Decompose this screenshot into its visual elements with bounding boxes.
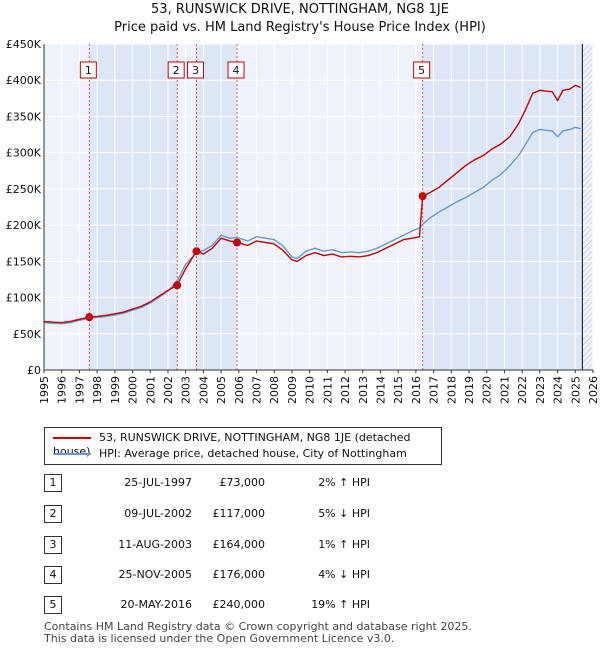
transaction-hpi: 2% ↑ HPI: [318, 476, 370, 489]
x-tick-label: 2006: [233, 376, 246, 404]
transaction-number: 3: [44, 536, 62, 554]
sale-label-box: [79, 61, 97, 79]
x-tick-label: 2014: [374, 376, 387, 404]
x-tick-label: 2015: [392, 376, 405, 404]
sale-point: [173, 281, 182, 290]
sale-point: [85, 313, 94, 322]
transaction-row: 2 09-JUL-2002 £117,000 5% ↓ HPI: [0, 505, 600, 525]
legend-label-hpi: HPI: Average price, detached house, City…: [99, 447, 407, 460]
x-tick-label: 2004: [197, 376, 210, 404]
transaction-number: 4: [44, 566, 62, 584]
x-tick-label: 1997: [73, 376, 86, 404]
legend-swatch-property: [53, 437, 91, 439]
x-tick-label: 2008: [268, 376, 281, 404]
x-tick-label: 2022: [516, 376, 529, 404]
y-tick-label: £50K: [13, 328, 42, 341]
price-chart: 1 2 3 4 5£0£50K£100K£150K£200K£250K£300K£350…: [6, 38, 600, 404]
chart-subtitle: Price paid vs. HM Land Registry's House …: [114, 20, 486, 35]
x-tick-label: 2013: [357, 376, 370, 404]
forecast-hatch: [582, 44, 593, 370]
y-tick-label: £400K: [6, 74, 42, 87]
transaction-price: £176,000: [212, 568, 266, 581]
transaction-hpi: 5% ↓ HPI: [318, 507, 370, 520]
transaction-row: 4 25-NOV-2005 £176,000 4% ↓ HPI: [0, 566, 600, 586]
transaction-date: 11-AUG-2003: [118, 538, 192, 551]
sale-label-box: [186, 61, 204, 79]
legend-item-property: 53, RUNSWICK DRIVE, NOTTINGHAM, NG8 1JE …: [53, 431, 441, 458]
sale-label: 4: [233, 64, 240, 77]
sale-period-band: [89, 44, 178, 370]
x-tick-label: 2016: [410, 376, 423, 404]
transaction-date: 25-JUL-1997: [124, 476, 192, 489]
x-tick-label: 2011: [321, 376, 334, 404]
sale-label-box: [227, 61, 245, 79]
transaction-number: 5: [44, 596, 62, 614]
transaction-date: 09-JUL-2002: [124, 507, 192, 520]
x-tick-label: 2018: [445, 376, 458, 404]
transaction-hpi: 19% ↑ HPI: [311, 598, 370, 611]
y-tick-label: £350K: [6, 110, 42, 123]
x-tick-label: 1995: [38, 376, 51, 404]
y-tick-label: £100K: [6, 292, 42, 305]
y-tick-label: £200K: [6, 219, 42, 232]
x-tick-label: 2021: [498, 376, 511, 404]
transaction-date: 20-MAY-2016: [120, 598, 192, 611]
x-tick-label: 2017: [428, 376, 441, 404]
sale-point: [418, 192, 427, 201]
sale-point: [192, 247, 201, 256]
transaction-price: £164,000: [212, 538, 266, 551]
y-tick-label: £250K: [6, 183, 42, 196]
legend-item-hpi: HPI: Average price, detached house, City…: [53, 447, 407, 461]
x-tick-label: 2002: [162, 376, 175, 404]
x-tick-label: 2025: [569, 376, 582, 404]
footer-attribution: Contains HM Land Registry data © Crown c…: [44, 621, 472, 645]
transaction-price: £240,000: [212, 598, 266, 611]
transaction-hpi: 4% ↓ HPI: [318, 568, 370, 581]
transaction-hpi: 1% ↑ HPI: [318, 538, 370, 551]
x-tick-label: 2001: [144, 376, 157, 404]
sale-point: [233, 238, 242, 247]
transaction-number: 1: [44, 474, 62, 492]
footer-copyright: Contains HM Land Registry data © Crown c…: [44, 620, 472, 633]
transaction-row: 3 11-AUG-2003 £164,000 1% ↑ HPI: [0, 536, 600, 556]
x-tick-label: 2012: [339, 376, 352, 404]
y-tick-label: £150K: [6, 255, 42, 268]
sale-label: 5: [418, 64, 425, 77]
sale-label-box: [413, 61, 431, 79]
x-tick-label: 1999: [109, 376, 122, 404]
x-tick-label: 2003: [180, 376, 193, 404]
x-tick-label: 2024: [552, 376, 565, 404]
transaction-number: 2: [44, 505, 62, 523]
x-tick-label: 2009: [286, 376, 299, 404]
sale-label: 2: [173, 64, 180, 77]
transaction-date: 25-NOV-2005: [118, 568, 192, 581]
sale-label: 3: [192, 64, 199, 77]
x-tick-label: 2010: [304, 376, 317, 404]
chart-title: 53, RUNSWICK DRIVE, NOTTINGHAM, NG8 1JE: [151, 2, 449, 17]
x-tick-label: 2026: [587, 376, 600, 404]
x-tick-label: 1996: [56, 376, 69, 404]
x-tick-label: 2023: [534, 376, 547, 404]
y-tick-label: £450K: [6, 38, 42, 51]
transaction-row: 1 25-JUL-1997 £73,000 2% ↑ HPI: [0, 474, 600, 494]
transaction-row: 5 20-MAY-2016 £240,000 19% ↑ HPI: [0, 596, 600, 616]
transaction-price: £117,000: [212, 507, 266, 520]
chart-legend: 53, RUNSWICK DRIVE, NOTTINGHAM, NG8 1JE …: [44, 427, 442, 465]
legend-swatch-hpi: [53, 453, 91, 455]
sale-period-band: [196, 44, 238, 370]
y-tick-label: £0: [27, 364, 41, 377]
y-tick-label: £300K: [6, 147, 42, 160]
x-tick-label: 2020: [481, 376, 494, 404]
sale-label: 1: [85, 64, 92, 77]
transaction-price: £73,000: [219, 476, 266, 489]
footer-license: This data is licensed under the Open Gov…: [44, 632, 395, 645]
x-tick-label: 1998: [91, 376, 104, 404]
sale-label-box: [167, 61, 185, 79]
series-line-property: [43, 84, 581, 324]
x-tick-label: 2005: [215, 376, 228, 404]
x-tick-label: 2007: [251, 376, 264, 404]
x-tick-label: 2019: [463, 376, 476, 404]
series-line-hpi: [43, 126, 581, 325]
x-tick-label: 2000: [127, 376, 140, 404]
